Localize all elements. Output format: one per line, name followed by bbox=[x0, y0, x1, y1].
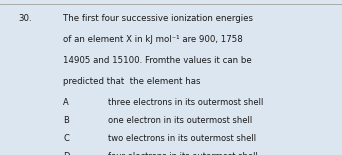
Text: four electrons in its outermost shell: four electrons in its outermost shell bbox=[108, 152, 258, 155]
Text: one electron in its outermost shell: one electron in its outermost shell bbox=[108, 116, 252, 125]
Text: three electrons in its outermost shell: three electrons in its outermost shell bbox=[108, 98, 263, 107]
Text: 30.: 30. bbox=[19, 14, 32, 23]
Text: predicted that  the element has: predicted that the element has bbox=[63, 77, 201, 86]
Text: of an element X in kJ mol⁻¹ are 900, 1758: of an element X in kJ mol⁻¹ are 900, 175… bbox=[63, 35, 243, 44]
Text: A: A bbox=[63, 98, 69, 107]
Text: two electrons in its outermost shell: two electrons in its outermost shell bbox=[108, 134, 256, 143]
Text: The first four successive ionization energies: The first four successive ionization ene… bbox=[63, 14, 253, 23]
Text: B: B bbox=[63, 116, 69, 125]
Text: C: C bbox=[63, 134, 69, 143]
Text: 14905 and 15100. Fromthe values it can be: 14905 and 15100. Fromthe values it can b… bbox=[63, 56, 252, 65]
Text: D: D bbox=[63, 152, 70, 155]
